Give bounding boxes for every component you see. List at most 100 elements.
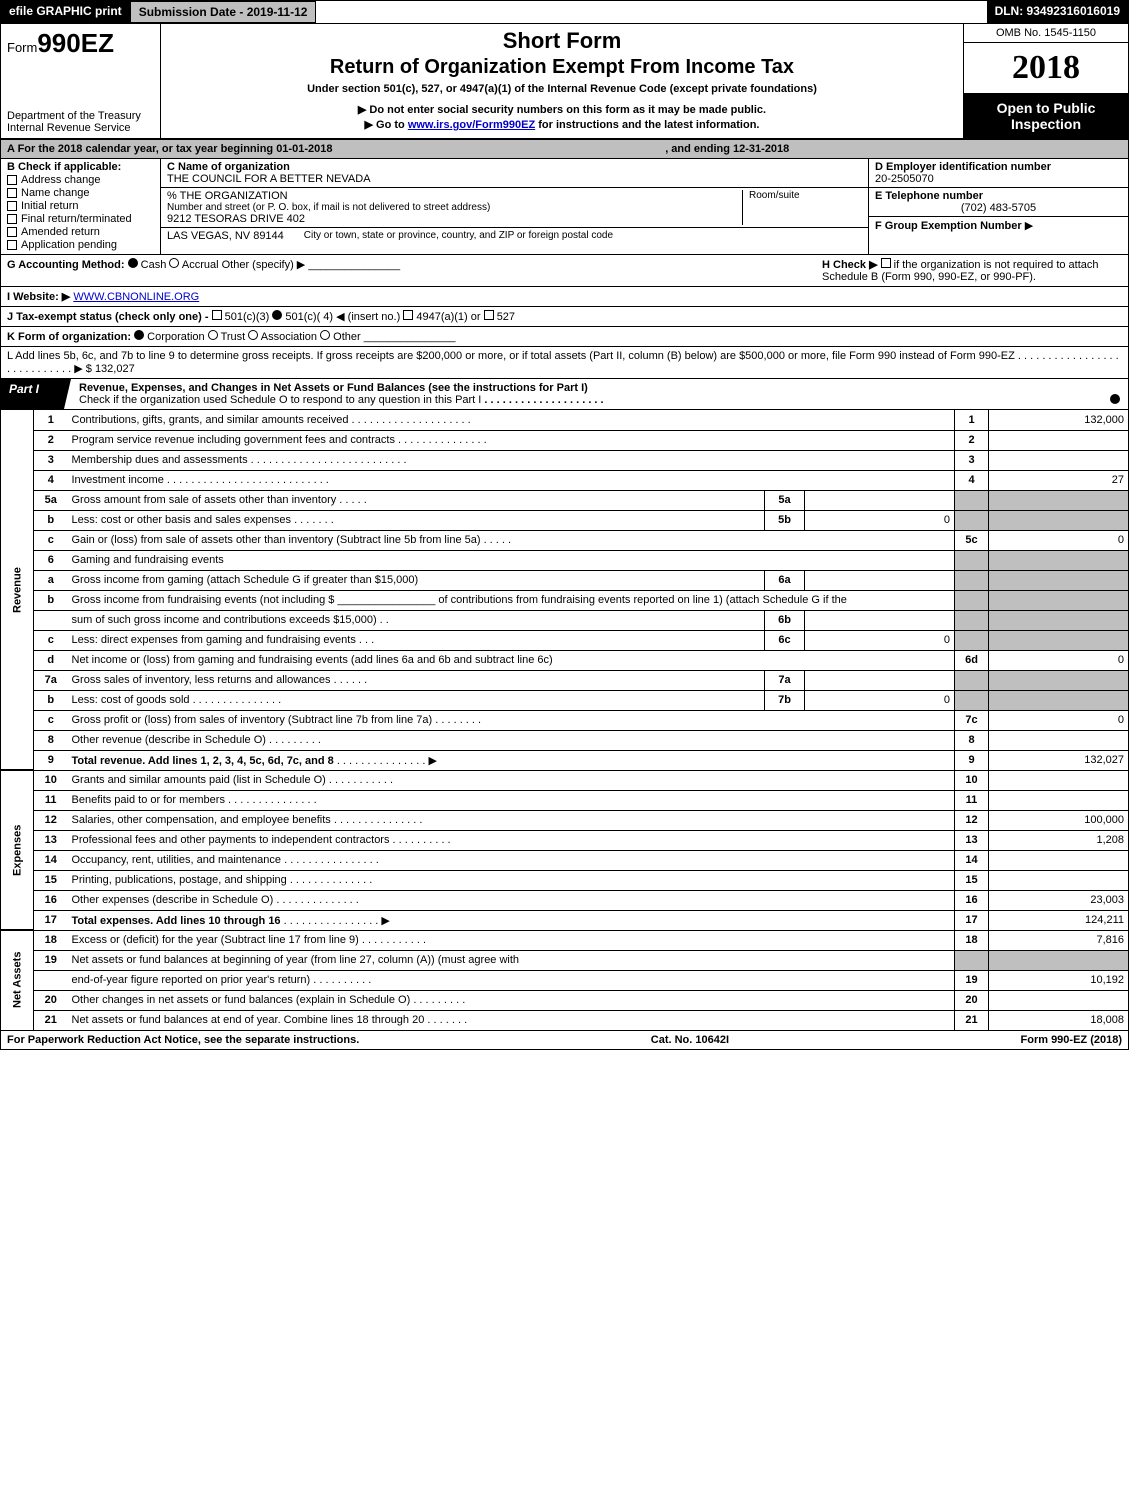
- omb-number: OMB No. 1545-1150: [964, 24, 1128, 43]
- row-k-form-org: K Form of organization: Corporation Trus…: [0, 327, 1129, 347]
- line-no: 16: [34, 890, 68, 910]
- radio-association[interactable]: [248, 330, 258, 340]
- schedule-o-check[interactable]: [1110, 394, 1120, 404]
- line-no: 11: [34, 790, 68, 810]
- line-no: 14: [34, 850, 68, 870]
- room-suite-col: Room/suite: [742, 190, 862, 225]
- page-footer: For Paperwork Reduction Act Notice, see …: [0, 1031, 1129, 1050]
- efile-print-button[interactable]: efile GRAPHIC print: [1, 1, 130, 23]
- phone-value: (702) 483-5705: [875, 202, 1122, 214]
- table-row: 20 Other changes in net assets or fund b…: [1, 990, 1129, 1010]
- shaded-cell: [955, 670, 989, 690]
- line-desc: Gaming and fundraising events: [68, 550, 955, 570]
- shaded-cell: [955, 550, 989, 570]
- cb-label: Initial return: [21, 200, 78, 212]
- line-num: 18: [955, 930, 989, 950]
- checkbox-icon: [7, 240, 17, 250]
- g-cash: Cash: [141, 259, 167, 271]
- line-amount: 124,211: [989, 910, 1129, 930]
- row-j-tax-exempt: J Tax-exempt status (check only one) - 5…: [0, 307, 1129, 327]
- radio-cash[interactable]: [128, 258, 138, 268]
- return-title: Return of Organization Exempt From Incom…: [169, 56, 955, 79]
- line-no: c: [34, 630, 68, 650]
- form-header: Form990EZ Department of the Treasury Int…: [0, 24, 1129, 140]
- line-desc: sum of such gross income and contributio…: [72, 614, 377, 626]
- line-amount: [989, 990, 1129, 1010]
- line-no: 5a: [34, 490, 68, 510]
- line-desc: Less: direct expenses from gaming and fu…: [72, 634, 356, 646]
- line-no: 20: [34, 990, 68, 1010]
- cb-initial-return[interactable]: Initial return: [7, 200, 154, 212]
- line-amount: [989, 870, 1129, 890]
- k-label: K Form of organization:: [7, 331, 131, 343]
- dln-number: DLN: 93492316016019: [987, 1, 1128, 23]
- cb-501c4[interactable]: [272, 310, 282, 320]
- table-row: Revenue 1 Contributions, gifts, grants, …: [1, 410, 1129, 430]
- line-no: 10: [34, 770, 68, 790]
- expenses-side-label: Expenses: [1, 770, 34, 930]
- table-row: d Net income or (loss) from gaming and f…: [1, 650, 1129, 670]
- line-no: 13: [34, 830, 68, 850]
- part-i-label: Part I: [1, 379, 71, 409]
- website-link[interactable]: WWW.CBNONLINE.ORG: [73, 291, 199, 303]
- line-amount: 132,027: [989, 750, 1129, 770]
- line-desc: Occupancy, rent, utilities, and maintena…: [72, 854, 282, 866]
- line-desc: Benefits paid to or for members: [72, 794, 225, 806]
- addr-label: Number and street (or P. O. box, if mail…: [167, 202, 742, 213]
- cb-final-return[interactable]: Final return/terminated: [7, 213, 154, 225]
- line-num: 12: [955, 810, 989, 830]
- radio-corporation[interactable]: [134, 330, 144, 340]
- l-text: L Add lines 5b, 6c, and 7b to line 9 to …: [7, 350, 1015, 362]
- line-amount: 10,192: [989, 970, 1129, 990]
- cb-address-change[interactable]: Address change: [7, 174, 154, 186]
- line-num: 9: [955, 750, 989, 770]
- cb-application-pending[interactable]: Application pending: [7, 239, 154, 251]
- j-opt-2: 4947(a)(1) or: [416, 311, 480, 323]
- line-desc: Excess or (deficit) for the year (Subtra…: [72, 934, 359, 946]
- cb-501c3[interactable]: [212, 310, 222, 320]
- cb-name-change[interactable]: Name change: [7, 187, 154, 199]
- mid-box: 7b: [765, 690, 805, 710]
- mid-val: 0: [805, 630, 955, 650]
- table-row: b Less: cost or other basis and sales ex…: [1, 510, 1129, 530]
- line-no: 18: [34, 930, 68, 950]
- form-prefix: Form: [7, 40, 37, 55]
- shaded-cell: [989, 690, 1129, 710]
- table-row: end-of-year figure reported on prior yea…: [1, 970, 1129, 990]
- table-row: a Gross income from gaming (attach Sched…: [1, 570, 1129, 590]
- cb-amended-return[interactable]: Amended return: [7, 226, 154, 238]
- line-num: 3: [955, 450, 989, 470]
- shaded-cell: [989, 590, 1129, 610]
- radio-other[interactable]: [320, 330, 330, 340]
- shaded-cell: [989, 670, 1129, 690]
- cb-527[interactable]: [484, 310, 494, 320]
- mid-box: 5b: [765, 510, 805, 530]
- open-public-l2: Inspection: [968, 116, 1124, 132]
- f-label: F Group Exemption Number: [875, 220, 1022, 232]
- irs-link[interactable]: www.irs.gov/Form990EZ: [408, 119, 535, 131]
- line-desc: Other changes in net assets or fund bala…: [72, 994, 411, 1006]
- cb-4947[interactable]: [403, 310, 413, 320]
- j-opt-0: 501(c)(3): [225, 311, 270, 323]
- line-a-begin: A For the 2018 calendar year, or tax yea…: [7, 143, 332, 155]
- line-desc: Gross amount from sale of assets other t…: [72, 494, 337, 506]
- table-row: 16 Other expenses (describe in Schedule …: [1, 890, 1129, 910]
- line-amount: [989, 790, 1129, 810]
- line-desc: Gross profit or (loss) from sales of inv…: [72, 714, 433, 726]
- h-checkbox[interactable]: [881, 258, 891, 268]
- tax-year: 2018: [964, 43, 1128, 94]
- radio-trust[interactable]: [208, 330, 218, 340]
- top-bar-left: efile GRAPHIC print Submission Date - 20…: [1, 1, 316, 23]
- line-amount: 18,008: [989, 1010, 1129, 1030]
- table-row: sum of such gross income and contributio…: [1, 610, 1129, 630]
- radio-accrual[interactable]: [169, 258, 179, 268]
- shaded-cell: [955, 690, 989, 710]
- line-desc: end-of-year figure reported on prior yea…: [72, 974, 311, 986]
- line-no: 17: [34, 910, 68, 930]
- cb-label: Address change: [21, 174, 101, 186]
- line-desc: Grants and similar amounts paid (list in…: [72, 774, 326, 786]
- line-no: 19: [34, 950, 68, 970]
- f-arrow: ▶: [1025, 220, 1033, 232]
- table-row: c Gross profit or (loss) from sales of i…: [1, 710, 1129, 730]
- ein-value: 20-2505070: [875, 173, 1122, 185]
